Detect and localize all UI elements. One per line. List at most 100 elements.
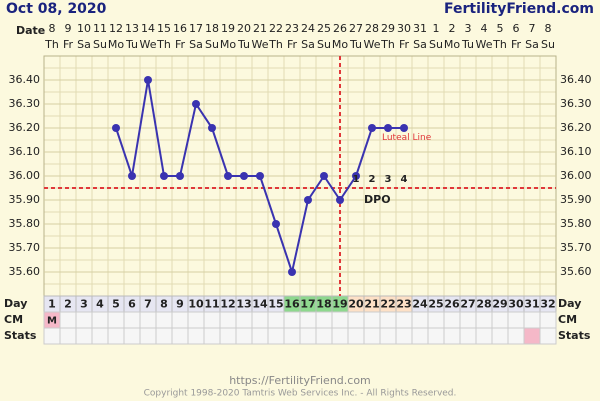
date-label: 2 — [449, 22, 456, 35]
stats-cell — [171, 327, 189, 345]
cm-cell — [379, 311, 397, 329]
cm-cell — [427, 311, 445, 329]
y-tick-label: 35.60 — [9, 265, 41, 278]
cm-cell — [347, 311, 365, 329]
stats-cell — [75, 327, 93, 345]
temp-point — [208, 124, 216, 132]
weekday-label: We — [476, 38, 493, 51]
dpo-text: DPO — [364, 193, 391, 206]
date-label: 20 — [237, 22, 251, 35]
temp-point — [384, 124, 392, 132]
y-tick-label: 36.00 — [9, 169, 41, 182]
weekday-label: Th — [268, 38, 283, 51]
day-number: 28 — [476, 298, 491, 311]
stats-cell — [251, 327, 269, 345]
footer-url: https://FertilityFriend.com — [229, 374, 371, 387]
weekday-label: Mo — [444, 38, 460, 51]
cm-cell — [491, 311, 509, 329]
y-tick-label: 35.90 — [9, 193, 41, 206]
weekday-label: Sa — [77, 38, 91, 51]
cm-cell — [251, 311, 269, 329]
day-number: 3 — [80, 298, 88, 311]
day-number: 6 — [128, 298, 136, 311]
date-label: 31 — [413, 22, 427, 35]
date-label: 21 — [253, 22, 267, 35]
date-label: 9 — [65, 22, 72, 35]
date-label: 3 — [465, 22, 472, 35]
y-tick-label: 36.00 — [560, 169, 592, 182]
weekday-label: Tu — [349, 38, 362, 51]
day-number: 4 — [96, 298, 104, 311]
cm-mark — [43, 311, 61, 329]
day-number: 9 — [176, 298, 184, 311]
cm-cell — [299, 311, 317, 329]
temp-point — [128, 172, 136, 180]
day-number: 31 — [524, 298, 539, 311]
cm-cell — [267, 311, 285, 329]
cm-cell — [331, 311, 349, 329]
y-tick-label: 36.20 — [9, 121, 41, 134]
temp-point — [336, 196, 344, 204]
stats-cell — [203, 327, 221, 345]
date-label: 28 — [365, 22, 379, 35]
day-number: 27 — [460, 298, 475, 311]
y-tick-label: 36.30 — [9, 97, 41, 110]
cm-cell — [475, 311, 493, 329]
weekday-label: Sa — [189, 38, 203, 51]
stats-cell — [347, 327, 365, 345]
day-number: 24 — [412, 298, 428, 311]
day-number: 19 — [332, 298, 347, 311]
weekday-label: Su — [541, 38, 555, 51]
day-number: 16 — [284, 298, 300, 311]
temp-point — [240, 172, 248, 180]
weekday-label: Th — [380, 38, 395, 51]
y-tick-label: 36.20 — [560, 121, 592, 134]
weekday-label: We — [364, 38, 381, 51]
date-label: 13 — [125, 22, 139, 35]
day-number: 1 — [48, 298, 56, 311]
day-number: 23 — [396, 298, 411, 311]
stats-cell — [299, 327, 317, 345]
weekday-label: Su — [205, 38, 219, 51]
row-label: CM — [4, 313, 23, 326]
dpo-number: 4 — [401, 174, 408, 185]
stats-cell — [379, 327, 397, 345]
date-label: 26 — [333, 22, 347, 35]
stats-cell — [139, 327, 157, 345]
day-number: 5 — [112, 298, 120, 311]
cm-cell — [523, 311, 541, 329]
date-label: 14 — [141, 22, 155, 35]
cm-cell — [203, 311, 221, 329]
cm-cell — [395, 311, 413, 329]
cm-cell — [91, 311, 109, 329]
date-label: 7 — [529, 22, 536, 35]
y-tick-label: 36.10 — [560, 145, 592, 158]
temp-point — [400, 124, 408, 132]
y-tick-label: 35.70 — [9, 241, 41, 254]
day-number: 12 — [220, 298, 235, 311]
temp-point — [144, 76, 152, 84]
row-label: CM — [558, 313, 577, 326]
date-label: 5 — [497, 22, 504, 35]
day-number: 15 — [268, 298, 283, 311]
row-label: Day — [558, 297, 581, 310]
weekday-label: We — [140, 38, 157, 51]
weekday-label: Su — [317, 38, 331, 51]
chart-date: Oct 08, 2020 — [6, 1, 107, 17]
y-tick-label: 35.80 — [9, 217, 41, 230]
y-tick-label: 35.80 — [560, 217, 592, 230]
date-label: 12 — [109, 22, 123, 35]
day-number: 2 — [64, 298, 72, 311]
stats-cell — [395, 327, 413, 345]
temp-point — [176, 172, 184, 180]
y-tick-label: 36.10 — [9, 145, 41, 158]
stats-cell — [459, 327, 477, 345]
stats-cell — [539, 327, 557, 345]
day-number: 20 — [348, 298, 364, 311]
stats-cell — [443, 327, 461, 345]
y-tick-label: 36.40 — [560, 73, 592, 86]
stats-cell — [475, 327, 493, 345]
site-name: FertilityFriend.com — [444, 1, 594, 17]
date-label: 30 — [397, 22, 411, 35]
date-label: 11 — [93, 22, 107, 35]
